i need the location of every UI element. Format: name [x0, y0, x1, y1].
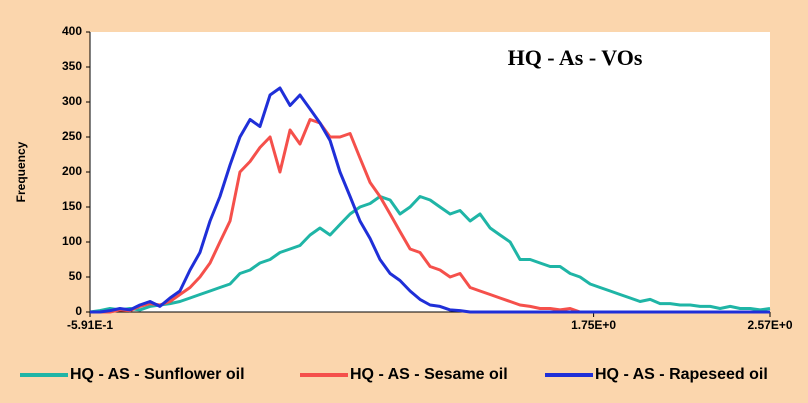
series-line [90, 86, 770, 314]
x-tick-label: -5.91E-1 [67, 318, 113, 332]
legend-label: HQ - AS - Rapeseed oil [595, 366, 768, 383]
chart-title: HQ - As - VOs [508, 45, 643, 70]
y-tick-label: 200 [62, 164, 82, 178]
y-tick-label: 0 [75, 304, 82, 318]
y-tick-label: 150 [62, 199, 82, 213]
y-tick-label: 50 [69, 269, 83, 283]
x-tick-label: 1.75E+0 [571, 318, 616, 332]
plot-area [90, 32, 770, 312]
series-line [89, 195, 771, 314]
legend-label: HQ - AS - Sunflower oil [70, 366, 245, 383]
legend-label: HQ - AS - Sesame oil [350, 366, 508, 383]
y-tick-label: 100 [62, 234, 82, 248]
y-tick-label: 250 [62, 129, 82, 143]
y-tick-label: 300 [62, 94, 82, 108]
y-axis-label: Frequency [14, 141, 28, 202]
x-tick-label: 2.57E+0 [747, 318, 792, 332]
y-tick-label: 400 [62, 24, 82, 38]
y-tick-label: 350 [62, 59, 82, 73]
